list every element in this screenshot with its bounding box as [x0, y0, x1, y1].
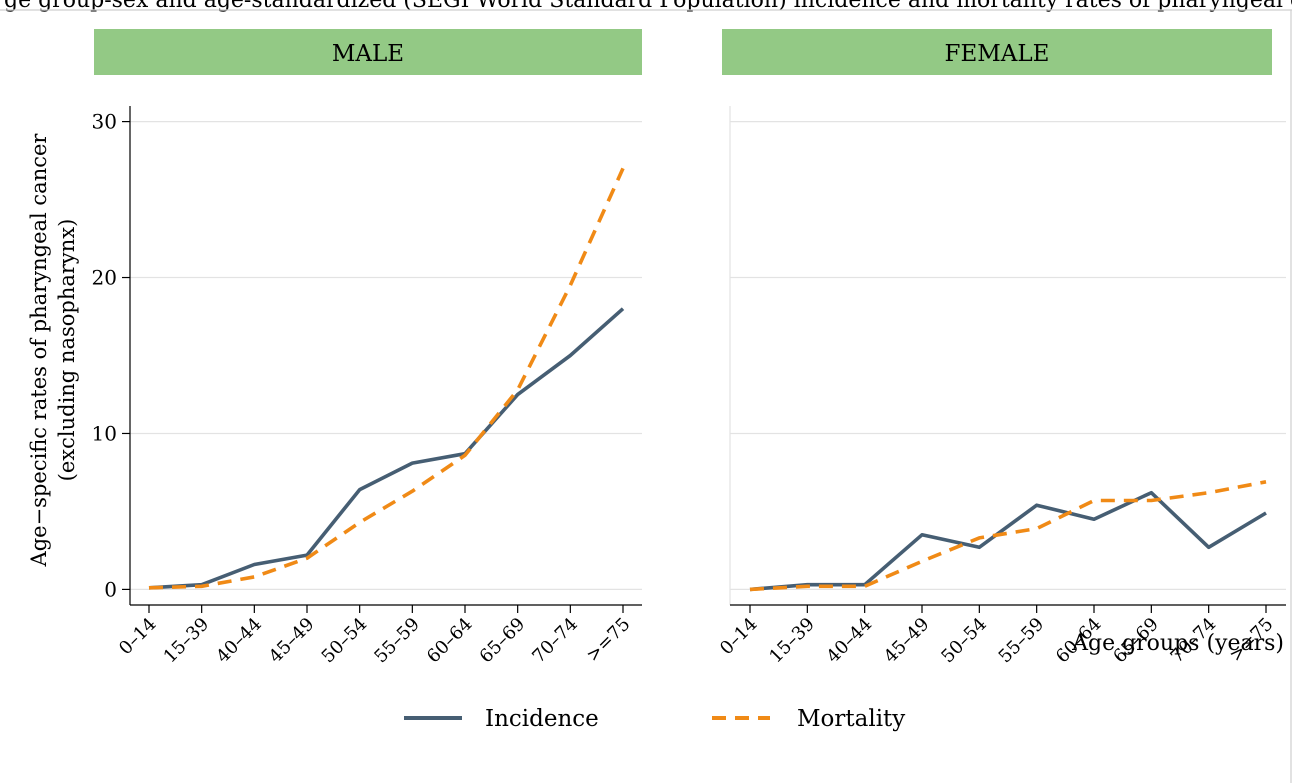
figure-title-fragment: ge group-sex and age-standardized (SEGI … [4, 0, 1292, 13]
y-axis-label-line1: Age−specific rates of pharyngeal cancer [27, 133, 51, 568]
series-line-mortality [148, 167, 625, 590]
legend-incidence-label: Incidence [485, 706, 599, 732]
y-tick-label: 10 [92, 421, 117, 445]
panel-header [722, 29, 1272, 75]
series-line-mortality [749, 480, 1267, 592]
series-line-incidence [749, 490, 1267, 592]
y-tick-label: 0 [104, 577, 117, 601]
y-axis-label-group: Age−specific rates of pharyngeal cancer … [27, 133, 79, 568]
y-tick-label: 20 [92, 266, 117, 290]
y-tick-label: 30 [92, 110, 117, 134]
panel-header [94, 29, 642, 75]
y-axis-label-line2: (excluding nasopharynx) [55, 219, 79, 482]
panel-title: FEMALE [945, 41, 1050, 67]
panel-title: MALE [332, 41, 404, 67]
legend: Incidence Mortality [404, 706, 905, 732]
legend-mortality-label: Mortality [797, 706, 905, 732]
series-line-incidence [148, 307, 625, 590]
x-axis-label: Age groups (years) [1071, 631, 1284, 656]
